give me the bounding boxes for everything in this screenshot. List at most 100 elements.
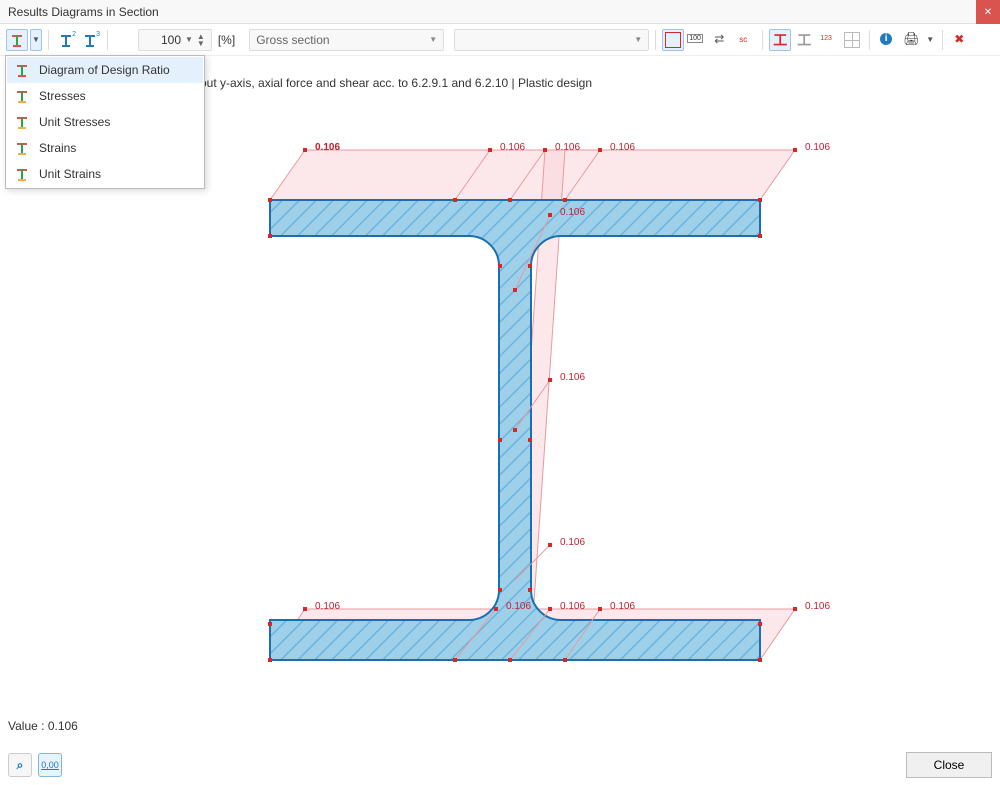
diagram-type-icon xyxy=(13,61,31,79)
numbering-button[interactable] xyxy=(817,29,839,51)
diagram-2-button[interactable]: 2 xyxy=(55,29,77,51)
value-label: 0.106 xyxy=(315,601,340,612)
show-boundary-button[interactable] xyxy=(662,29,684,51)
menu-item-strains[interactable]: Strains xyxy=(7,135,203,161)
reset-button[interactable] xyxy=(949,29,971,51)
data-marker xyxy=(453,658,457,662)
data-marker xyxy=(758,658,762,662)
zoom-spinner[interactable]: ▲▼ xyxy=(197,33,205,47)
data-marker xyxy=(303,607,307,611)
value-label: 0.106 xyxy=(610,142,635,153)
section-combo[interactable]: Gross section ▼ xyxy=(249,29,444,51)
data-marker xyxy=(793,148,797,152)
separator xyxy=(942,30,943,50)
menu-item-unit-strains[interactable]: Unit Strains xyxy=(7,161,203,187)
data-marker xyxy=(563,658,567,662)
diagram-2-icon: 2 xyxy=(59,33,73,47)
diagram-caption: out y-axis, axial force and shear acc. t… xyxy=(200,76,592,90)
data-marker xyxy=(528,264,532,268)
data-marker xyxy=(508,658,512,662)
zoom-unit-label: [%] xyxy=(218,33,235,47)
data-marker xyxy=(563,198,567,202)
diagram-type-button[interactable] xyxy=(6,29,28,51)
reset-icon xyxy=(952,32,968,48)
boundary-icon xyxy=(665,32,681,48)
diagram-type-dropdown-arrow[interactable]: ▼ xyxy=(30,29,42,51)
decimals-icon: 0,00 xyxy=(41,760,59,770)
close-icon: ✕ xyxy=(984,7,992,18)
grid-button[interactable] xyxy=(841,29,863,51)
data-marker xyxy=(528,588,532,592)
data-marker xyxy=(498,438,502,442)
magnifier-icon: ⌕ xyxy=(17,758,24,773)
bottom-bar: ⌕ 0,00 Close xyxy=(0,745,1000,785)
menu-item-stresses[interactable]: Stresses xyxy=(7,83,203,109)
value-label: 0.106 xyxy=(555,142,580,153)
data-marker xyxy=(498,264,502,268)
decimals-button[interactable]: 0,00 xyxy=(38,753,62,777)
print-icon xyxy=(903,32,919,48)
ibeam-outline-icon xyxy=(796,32,812,48)
data-marker xyxy=(268,658,272,662)
data-marker xyxy=(303,148,307,152)
zoom-selector[interactable]: 100 ▼ ▲▼ xyxy=(138,29,212,51)
diagram-top-overlay xyxy=(270,150,795,200)
print-button[interactable] xyxy=(900,29,922,51)
value-label: 0.106 xyxy=(805,142,830,153)
chevron-down-icon: ▼ xyxy=(634,35,642,44)
menu-item-label: Diagram of Design Ratio xyxy=(39,63,170,77)
part-combo[interactable]: ▼ xyxy=(454,29,649,51)
separator xyxy=(869,30,870,50)
ibeam-grey-button[interactable] xyxy=(793,29,815,51)
menu-item-diagram-of-design-ratio[interactable]: Diagram of Design Ratio xyxy=(7,57,203,83)
data-marker xyxy=(598,148,602,152)
data-marker xyxy=(528,438,532,442)
stress-classes-button[interactable] xyxy=(734,29,756,51)
data-marker xyxy=(513,288,517,292)
numbers-icon xyxy=(820,32,836,48)
data-marker xyxy=(758,234,762,238)
menu-item-label: Unit Stresses xyxy=(39,115,110,129)
data-marker xyxy=(268,234,272,238)
section-diagram: 0.106 0.106 0.106 0.106 0.106 0.106 0.106 0.106… xyxy=(120,90,880,690)
close-button[interactable]: Close xyxy=(906,752,992,778)
menu-item-label: Stresses xyxy=(39,89,86,103)
arrows-icon xyxy=(713,32,729,48)
data-marker xyxy=(268,622,272,626)
value-label: 0.106 xyxy=(560,537,585,548)
mirror-button[interactable] xyxy=(710,29,732,51)
data-marker xyxy=(268,198,272,202)
ibeam-icon xyxy=(772,32,788,48)
diagram-3-button[interactable]: 3 xyxy=(79,29,101,51)
sc-icon xyxy=(737,32,753,48)
diagram-3-icon: 3 xyxy=(83,33,97,47)
print-dropdown-arrow[interactable]: ▼ xyxy=(924,29,936,51)
value-label: 0.106 xyxy=(805,601,830,612)
separator xyxy=(655,30,656,50)
data-marker xyxy=(548,378,552,382)
query-button[interactable]: ⌕ xyxy=(8,753,32,777)
data-marker xyxy=(548,607,552,611)
value-label: 0.106 xyxy=(560,207,585,218)
ibeam-red-button[interactable] xyxy=(769,29,791,51)
window-close-button[interactable]: ✕ xyxy=(976,0,1000,24)
separator xyxy=(107,30,108,50)
diagram-type-icon xyxy=(13,113,31,131)
separator xyxy=(48,30,49,50)
value-label: 0.106 xyxy=(500,142,525,153)
data-marker xyxy=(793,607,797,611)
value-label: 0.106 xyxy=(560,372,585,383)
menu-item-unit-stresses[interactable]: Unit Stresses xyxy=(7,109,203,135)
data-marker xyxy=(498,588,502,592)
data-marker xyxy=(758,622,762,626)
data-marker xyxy=(598,607,602,611)
diagram-type-icon xyxy=(13,165,31,183)
data-marker xyxy=(548,213,552,217)
data-marker xyxy=(548,543,552,547)
value-label: 0.106 xyxy=(610,601,635,612)
info-button[interactable] xyxy=(876,29,898,51)
current-value-label: Value : 0.106 xyxy=(8,719,78,733)
show-tag-button[interactable] xyxy=(686,29,708,51)
value-label: 0.106 xyxy=(315,142,340,153)
data-marker xyxy=(758,198,762,202)
